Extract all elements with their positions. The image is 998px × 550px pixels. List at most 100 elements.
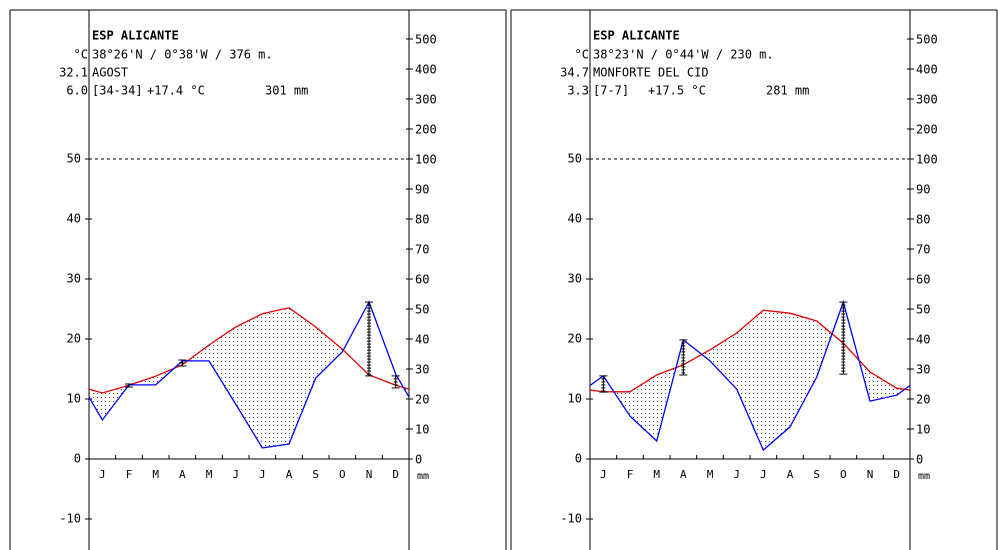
error-bar (125, 383, 133, 388)
coords: 38°23'N / 0°44'W / 230 m. (593, 48, 774, 62)
y2-tick-label: 30 (916, 363, 930, 377)
station: MONFORTE DEL CID (593, 66, 709, 80)
y2-tick-label: 500 (916, 33, 938, 47)
station-title: ESP ALICANTE (593, 29, 680, 43)
x-tick-label: S (813, 468, 820, 481)
min-temp: 6.0 (66, 84, 88, 98)
coords: 38°26'N / 0°38'W / 376 m. (92, 48, 273, 62)
annual-precip: 281 mm (766, 84, 809, 98)
precipitation-line (88, 300, 410, 449)
x-tick-label: M (206, 468, 213, 481)
y2-tick-label: 400 (415, 63, 437, 77)
y-tick-label: 30 (67, 272, 81, 286)
x-tick-label: M (707, 468, 714, 481)
y-tick-label: -10 (59, 512, 81, 526)
y2-tick-label: 400 (916, 63, 938, 77)
y2-tick-label: 100 (916, 153, 938, 167)
y2-tick-label: 200 (916, 123, 938, 137)
y2-tick-label: 60 (916, 273, 930, 287)
y2-tick-label: 90 (916, 183, 930, 197)
error-bar (679, 339, 688, 376)
x-tick-label: D (392, 468, 399, 481)
y2-tick-label: 20 (916, 393, 930, 407)
y2-tick-label: 300 (916, 93, 938, 107)
x-tick-label: O (339, 468, 346, 481)
y-tick-label: 30 (568, 272, 582, 286)
x-tick-label: N (366, 468, 373, 481)
x-tick-label: J (99, 468, 106, 481)
max-temp: 34.7 (560, 66, 589, 80)
x-tick-label: A (787, 468, 794, 481)
x-tick-label: N (867, 468, 874, 481)
min-temp: 3.3 (567, 84, 589, 98)
error-bar (365, 301, 373, 377)
y2-tick-label: 500 (415, 33, 437, 47)
y2-tick-label: 300 (415, 93, 437, 107)
y-tick-label: 20 (67, 332, 81, 346)
y-tick-label: 50 (67, 152, 81, 166)
y2-tick-label: 70 (415, 243, 429, 257)
x-tick-label: S (312, 468, 319, 481)
annual-precip: 301 mm (265, 84, 308, 98)
y2-tick-label: 100 (415, 153, 437, 167)
y2-tick-label: 50 (415, 303, 429, 317)
y2-tick-label: 40 (916, 333, 930, 347)
y2-tick-label: 90 (415, 183, 429, 197)
y-tick-label: 40 (67, 212, 81, 226)
x-tick-label: J (232, 468, 239, 481)
unit-label: °C (74, 48, 88, 62)
y2-tick-label: 60 (415, 273, 429, 287)
temperature-line (589, 309, 911, 393)
x-tick-label: A (286, 468, 293, 481)
error-bar (599, 375, 608, 393)
y2-tick-label: 80 (916, 213, 930, 227)
y-tick-label: 50 (568, 152, 582, 166)
y2-tick-label: 70 (916, 243, 930, 257)
y2-tick-label: 0 (916, 453, 923, 467)
y2-tick-label: 10 (916, 423, 930, 437)
y2-tick-label: 200 (415, 123, 437, 137)
y-tick-label: 10 (568, 392, 582, 406)
y2-tick-label: 0 (415, 453, 422, 467)
x-axis-label: mm (417, 471, 429, 482)
precipitation-line (589, 299, 911, 452)
y-tick-label: 0 (74, 452, 81, 466)
y-tick-label: 0 (575, 452, 582, 466)
x-tick-label: O (840, 468, 847, 481)
x-tick-label: J (259, 468, 266, 481)
y2-tick-label: 10 (415, 423, 429, 437)
error-bar (178, 359, 187, 367)
mean-temp: +17.5 °C (648, 84, 706, 98)
max-temp: 32.1 (59, 66, 88, 80)
x-tick-label: J (600, 468, 607, 481)
years: [7-7] (593, 84, 629, 98)
x-tick-label: M (653, 468, 660, 481)
x-tick-label: M (152, 468, 159, 481)
station: AGOST (92, 66, 128, 80)
y2-tick-label: 20 (415, 393, 429, 407)
temperature-line (88, 307, 410, 394)
mean-temp: +17.4 °C (147, 84, 205, 98)
x-tick-label: J (760, 468, 767, 481)
y2-tick-label: 80 (415, 213, 429, 227)
years: [34-34] (92, 84, 143, 98)
y2-tick-label: 30 (415, 363, 429, 377)
y2-tick-label: 40 (415, 333, 429, 347)
y-tick-label: 40 (568, 212, 582, 226)
y-tick-label: 20 (568, 332, 582, 346)
x-tick-label: A (179, 468, 186, 481)
y2-tick-label: 50 (916, 303, 930, 317)
station-title: ESP ALICANTE (92, 29, 179, 43)
y-tick-label: 10 (67, 392, 81, 406)
x-axis-label: mm (918, 471, 930, 482)
x-tick-label: F (627, 468, 634, 481)
error-bar (391, 375, 400, 389)
error-bar (839, 301, 848, 375)
x-tick-label: D (893, 468, 900, 481)
y-tick-label: -10 (560, 512, 582, 526)
unit-label: °C (575, 48, 589, 62)
x-tick-label: F (126, 468, 133, 481)
x-tick-label: A (680, 468, 687, 481)
